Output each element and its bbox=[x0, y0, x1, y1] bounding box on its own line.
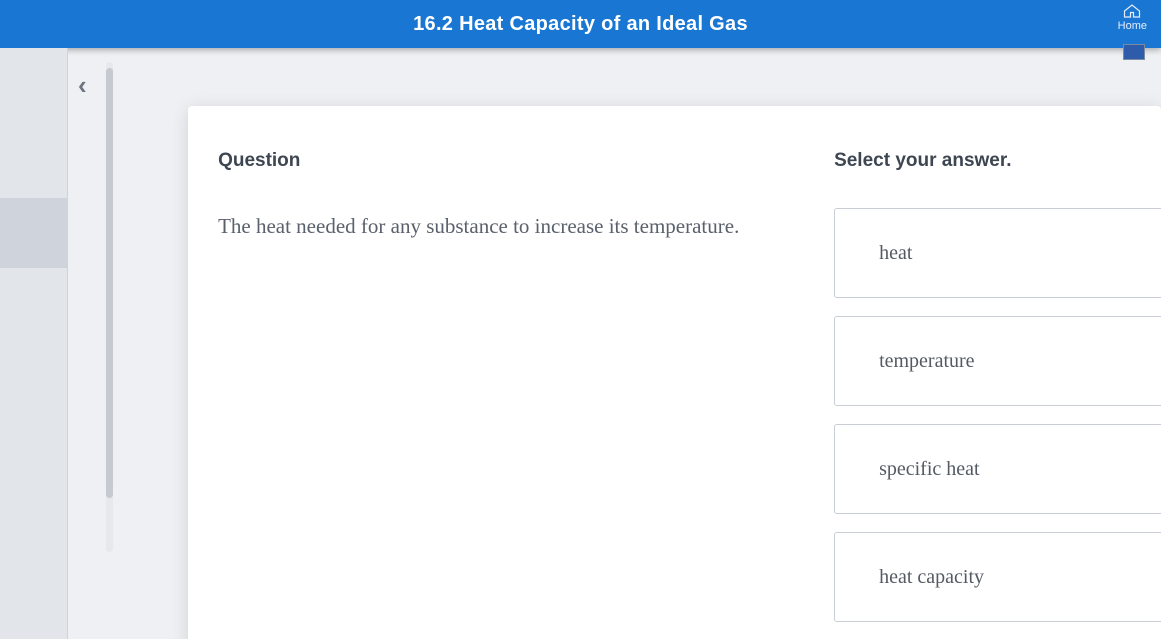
home-button[interactable]: Home bbox=[1118, 4, 1147, 32]
home-icon bbox=[1123, 4, 1141, 18]
answer-option-label: specific heat bbox=[879, 458, 980, 481]
question-card: Question The heat needed for any substan… bbox=[188, 106, 1161, 639]
flag-icon[interactable] bbox=[1123, 44, 1145, 60]
answer-option-2[interactable]: specific heat bbox=[834, 424, 1161, 514]
scrollbar[interactable] bbox=[106, 62, 113, 552]
answers-column: Select your answer. heat temperature spe… bbox=[834, 150, 1161, 639]
left-sidebar bbox=[0, 48, 68, 639]
chevron-left-icon: ‹ bbox=[78, 70, 87, 100]
answer-option-label: temperature bbox=[879, 350, 975, 373]
sidebar-active-marker bbox=[0, 198, 67, 268]
question-heading: Question bbox=[218, 150, 758, 172]
scrollbar-thumb[interactable] bbox=[106, 68, 113, 498]
home-label: Home bbox=[1118, 20, 1147, 32]
answer-option-0[interactable]: heat bbox=[834, 208, 1161, 298]
answer-option-label: heat bbox=[879, 242, 912, 265]
page-body: ‹ Question The heat needed for any subst… bbox=[0, 48, 1161, 639]
answer-option-3[interactable]: heat capacity bbox=[834, 532, 1161, 622]
answers-heading: Select your answer. bbox=[834, 150, 1161, 172]
page-title: 16.2 Heat Capacity of an Ideal Gas bbox=[0, 13, 1161, 36]
top-bar: 16.2 Heat Capacity of an Ideal Gas Home bbox=[0, 0, 1161, 48]
answer-option-1[interactable]: temperature bbox=[834, 316, 1161, 406]
question-column: Question The heat needed for any substan… bbox=[218, 150, 758, 244]
question-text: The heat needed for any substance to inc… bbox=[218, 210, 758, 244]
answer-option-label: heat capacity bbox=[879, 566, 984, 589]
back-button[interactable]: ‹ bbox=[78, 70, 87, 101]
